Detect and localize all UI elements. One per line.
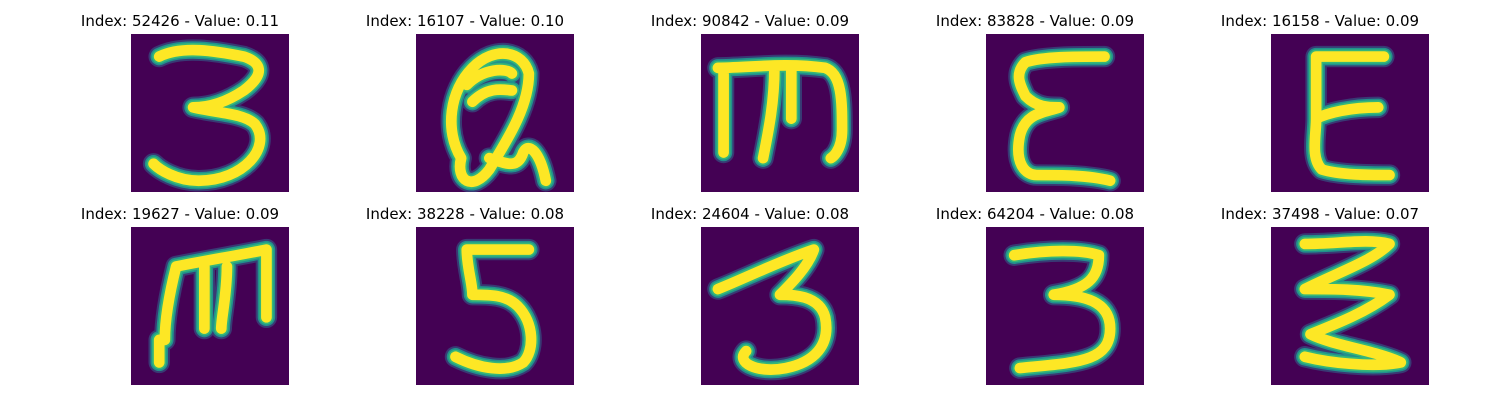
panel-title: Index: 37498 - Value: 0.07 bbox=[1220, 205, 1420, 223]
glyph-image bbox=[131, 227, 289, 385]
glyph-image bbox=[701, 227, 859, 385]
panel-title: Index: 19627 - Value: 0.09 bbox=[80, 205, 280, 223]
glyph-stroke bbox=[148, 44, 266, 187]
panel-title: Index: 38228 - Value: 0.08 bbox=[365, 205, 565, 223]
glyph-image bbox=[1271, 34, 1429, 192]
image-panel: Index: 16107 - Value: 0.10 bbox=[315, 0, 615, 192]
panel-title: Index: 24604 - Value: 0.08 bbox=[650, 205, 850, 223]
image-panel: Index: 24604 - Value: 0.08 bbox=[600, 193, 900, 385]
panel-title: Index: 52426 - Value: 0.11 bbox=[80, 12, 280, 30]
panel-title: Index: 90842 - Value: 0.09 bbox=[650, 12, 850, 30]
glyph-stroke bbox=[1309, 51, 1395, 181]
panel-title: Index: 83828 - Value: 0.09 bbox=[935, 12, 1135, 30]
image-panel: Index: 19627 - Value: 0.09 bbox=[30, 193, 330, 385]
panel-title: Index: 16107 - Value: 0.10 bbox=[365, 12, 565, 30]
image-panel: Index: 90842 - Value: 0.09 bbox=[600, 0, 900, 192]
glyph-image bbox=[131, 34, 289, 192]
image-panel: Index: 64204 - Value: 0.08 bbox=[885, 193, 1185, 385]
glyph-stroke bbox=[712, 60, 848, 164]
glyph-image bbox=[1271, 227, 1429, 385]
image-panel: Index: 38228 - Value: 0.08 bbox=[315, 193, 615, 385]
glyph-stroke bbox=[153, 244, 272, 368]
image-panel: Index: 83828 - Value: 0.09 bbox=[885, 0, 1185, 192]
glyph-stroke bbox=[712, 244, 832, 375]
panel-title: Index: 64204 - Value: 0.08 bbox=[935, 205, 1135, 223]
image-panel: Index: 37498 - Value: 0.07 bbox=[1170, 193, 1470, 385]
glyph-image bbox=[701, 34, 859, 192]
image-panel: Index: 52426 - Value: 0.11 bbox=[30, 0, 330, 192]
glyph-image bbox=[416, 34, 574, 192]
image-panel: Index: 16158 - Value: 0.09 bbox=[1170, 0, 1470, 192]
glyph-stroke bbox=[445, 48, 552, 187]
glyph-stroke bbox=[1013, 51, 1116, 187]
panel-title: Index: 16158 - Value: 0.09 bbox=[1220, 12, 1420, 30]
glyph-image bbox=[986, 227, 1144, 385]
glyph-stroke bbox=[1008, 245, 1116, 374]
glyph-stroke bbox=[450, 244, 537, 374]
glyph-stroke bbox=[1299, 236, 1407, 371]
glyph-image bbox=[986, 34, 1144, 192]
glyph-image bbox=[416, 227, 574, 385]
